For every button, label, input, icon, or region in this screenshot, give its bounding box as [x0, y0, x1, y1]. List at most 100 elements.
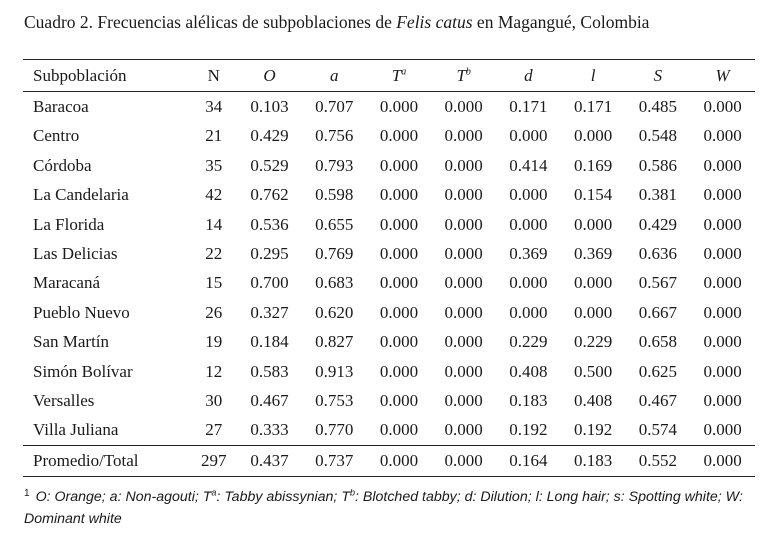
cell-value: 0.000: [509, 126, 548, 146]
cell-value: 0.707: [315, 97, 354, 116]
cell-value: 0.369: [573, 244, 613, 264]
cell-value: 0.171: [509, 97, 548, 116]
cell-value: 0.536: [250, 214, 289, 234]
cell-value: 0.683: [315, 273, 354, 293]
cell-value: 30: [205, 391, 223, 411]
table-row: Maracaná 15 0.700 0.683 0.000 0.000 0.000 0.000…: [23, 268, 755, 297]
cell-subpoblacion: Las Delicias: [33, 244, 118, 264]
cell-value: 0.000: [379, 273, 419, 293]
table-row: Villa Juliana 27 0.333 0.770 0.000 0.000 0.192…: [23, 415, 755, 445]
table-row: Baracoa 34 0.103 0.707 0.000 0.000 0.171 0.171 0…: [23, 92, 755, 122]
cell-value: 0.381: [638, 185, 677, 205]
cell-value: 0.000: [573, 214, 613, 234]
cell-value: 0.192: [509, 420, 548, 440]
cell-subpoblacion: Promedio/Total: [23, 444, 191, 477]
cell-value: 0.000: [573, 126, 613, 146]
cell-value: 0.574: [638, 420, 677, 440]
cell-value: 0.229: [573, 332, 613, 352]
cell-value: 26: [205, 302, 223, 322]
cell-subpoblacion: Maracaná: [33, 273, 101, 293]
cell-value: 0.000: [431, 444, 497, 477]
cell-value: 0.000: [444, 332, 483, 352]
footnote: 1 O: Orange; a: Non-agouti; Ta: Tabby abi…: [24, 487, 743, 527]
cell-value: 0.658: [638, 332, 677, 352]
cell-value: 19: [205, 332, 223, 352]
cell-value: 0.429: [250, 126, 289, 146]
header-d: d: [496, 59, 561, 92]
cell-value: 0.164: [496, 444, 561, 477]
cell-value: 14: [205, 214, 223, 234]
cell-value: 0.000: [444, 244, 483, 264]
cell-value: 0.000: [703, 185, 742, 205]
caption-suffix: en Magangué, Colombia: [472, 12, 650, 32]
table-row: Versalles 30 0.467 0.753 0.000 0.000 0.183 0.40…: [23, 386, 755, 415]
table-row: Pueblo Nuevo 26 0.327 0.620 0.000 0.000 0.000 0…: [23, 298, 755, 327]
header-a: a: [301, 59, 367, 92]
cell-value: 0.000: [379, 97, 419, 116]
header-row: Subpoblación N O a Ta Tb d l S W: [23, 59, 755, 92]
cell-value: 15: [205, 273, 223, 293]
cell-value: 22: [205, 244, 223, 264]
cell-value: 0.000: [444, 185, 483, 205]
cell-value: 0.620: [315, 302, 354, 322]
cell-value: 0.000: [366, 444, 432, 477]
cell-value: 0.437: [237, 444, 302, 477]
cell-value: 0.000: [444, 302, 483, 322]
table-row: La Candelaria 42 0.762 0.598 0.000 0.000 0.000…: [23, 180, 755, 209]
header-subpoblacion: Subpoblación: [23, 59, 191, 92]
cell-value: 0.000: [379, 332, 419, 352]
cell-value: 0.000: [703, 126, 742, 146]
cell-value: 0.000: [703, 420, 742, 440]
cell-value: 0.183: [509, 391, 548, 411]
cell-value: 0.154: [573, 185, 613, 205]
footnote-marker: 1: [24, 488, 30, 499]
cell-value: 0.000: [703, 332, 742, 352]
cell-subpoblacion: La Candelaria: [33, 185, 129, 205]
cell-value: 0.567: [638, 273, 677, 293]
cell-value: 35: [205, 155, 223, 175]
caption-species: Felis catus: [396, 12, 473, 32]
cell-value: 0.408: [509, 361, 548, 381]
cell-value: 0.000: [379, 391, 419, 411]
header-s: S: [625, 59, 691, 92]
cell-value: 0.000: [573, 273, 613, 293]
cell-value: 0.183: [560, 444, 626, 477]
header-tb: Tb: [431, 59, 497, 92]
cell-value: 0.000: [379, 126, 419, 146]
cell-value: 0.000: [444, 97, 483, 116]
cell-value: 0.000: [509, 273, 548, 293]
cell-value: 0.000: [379, 185, 419, 205]
cell-value: 0.408: [573, 391, 613, 411]
cell-value: 27: [205, 420, 223, 440]
cell-value: 0.753: [315, 391, 354, 411]
table-row: Las Delicias 22 0.295 0.769 0.000 0.000 0.369 0…: [23, 239, 755, 268]
cell-value: 0.000: [444, 126, 483, 146]
cell-value: 34: [205, 97, 223, 116]
cell-value: 0.184: [250, 332, 289, 352]
cell-value: 0.770: [315, 420, 354, 440]
cell-value: 0.500: [573, 361, 613, 381]
cell-value: 0.762: [250, 185, 289, 205]
cell-value: 0.000: [703, 214, 742, 234]
table-row: Centro 21 0.429 0.756 0.000 0.000 0.000 0.000 0.…: [23, 121, 755, 150]
cell-value: 12: [205, 361, 223, 381]
cell-value: 0.000: [444, 391, 483, 411]
cell-value: 0.827: [315, 332, 354, 352]
header-o: O: [237, 59, 302, 92]
cell-value: 0.000: [703, 361, 742, 381]
cell-value: 0.000: [573, 302, 613, 322]
cell-value: 0.295: [250, 244, 289, 264]
cell-value: 0.000: [444, 155, 483, 175]
cell-value: 0.485: [638, 97, 677, 116]
cell-value: 21: [205, 126, 223, 146]
cell-subpoblacion: Centro: [33, 126, 80, 146]
cell-value: 0.769: [315, 244, 354, 264]
cell-value: 0.169: [573, 155, 613, 175]
cell-value: 0.000: [509, 302, 548, 322]
cell-value: 0.000: [444, 420, 483, 440]
table-caption: Cuadro 2. Frecuencias alélicas de subpob…: [24, 12, 649, 33]
cell-value: 0.000: [703, 273, 742, 293]
cell-value: 0.793: [315, 155, 354, 175]
cell-value: 0.737: [301, 444, 367, 477]
cell-value: 0.467: [250, 391, 289, 411]
